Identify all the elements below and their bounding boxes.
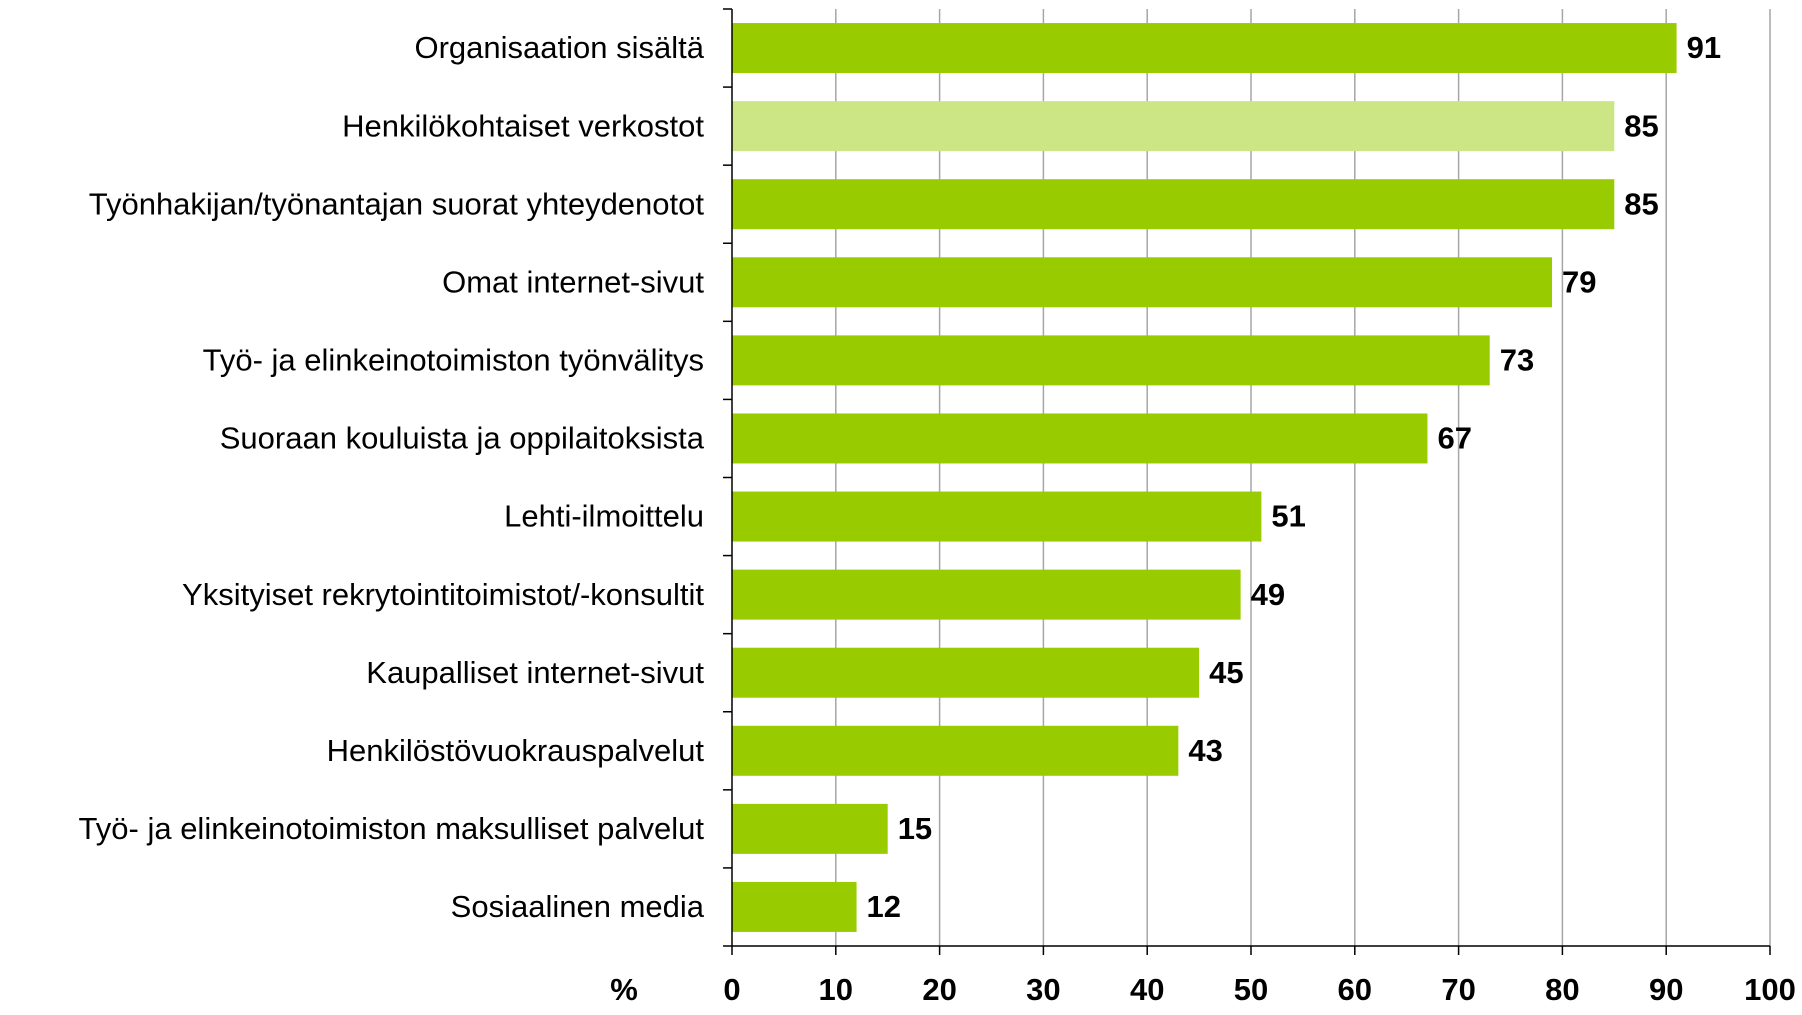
x-tick-label: 60	[1338, 972, 1372, 1007]
value-label: 91	[1687, 30, 1721, 65]
value-label: 85	[1624, 108, 1658, 143]
y-tick-label: Kaupalliset internet-sivut	[366, 655, 704, 690]
bar	[732, 257, 1553, 308]
x-tick-label: 80	[1545, 972, 1579, 1007]
value-label: 45	[1209, 655, 1243, 690]
value-label: 79	[1562, 264, 1596, 299]
bar	[732, 569, 1241, 620]
y-tick-label: Henkilöstövuokrauspalvelut	[327, 733, 705, 768]
value-label: 85	[1624, 186, 1658, 221]
x-tick-label: 10	[819, 972, 853, 1007]
value-label: 43	[1188, 733, 1222, 768]
value-label: 12	[867, 889, 901, 924]
y-tick-label: Henkilökohtaiset verkostot	[342, 108, 704, 143]
x-tick-label: 20	[922, 972, 956, 1007]
bar	[732, 725, 1179, 776]
y-tick-label: Yksityiset rekrytointitoimistot/-konsult…	[182, 577, 704, 612]
bar	[732, 881, 857, 932]
value-label: 49	[1251, 577, 1285, 612]
bar	[732, 335, 1490, 386]
bar	[732, 101, 1615, 152]
bar	[732, 491, 1262, 542]
bar	[732, 179, 1615, 230]
y-tick-label: Sosiaalinen media	[451, 889, 705, 924]
bar	[732, 803, 888, 854]
value-label: 51	[1271, 499, 1305, 534]
x-tick-label: 0	[723, 972, 740, 1007]
y-tick-label: Työ- ja elinkeinotoimiston työnvälitys	[203, 343, 704, 378]
y-tick-label: Työnhakijan/työnantajan suorat yhteydeno…	[89, 186, 705, 221]
y-tick-label: Työ- ja elinkeinotoimiston maksulliset p…	[79, 811, 705, 846]
value-label: 67	[1437, 421, 1471, 456]
y-tick-label: Omat internet-sivut	[442, 264, 704, 299]
x-tick-label: 30	[1026, 972, 1060, 1007]
bar	[732, 23, 1677, 74]
x-tick-label: 70	[1441, 972, 1475, 1007]
value-label: 15	[898, 811, 932, 846]
x-tick-label: 90	[1649, 972, 1683, 1007]
bar	[732, 647, 1200, 698]
x-tick-label: 40	[1130, 972, 1164, 1007]
bar	[732, 413, 1428, 464]
y-tick-label: Suoraan kouluista ja oppilaitoksista	[220, 421, 705, 456]
y-tick-label: Organisaation sisältä	[415, 30, 705, 65]
x-axis-label: %	[610, 972, 638, 1007]
value-label: 73	[1500, 343, 1534, 378]
y-tick-label: Lehti-ilmoittelu	[504, 499, 704, 534]
x-tick-label: 100	[1744, 972, 1796, 1007]
x-tick-label: 50	[1234, 972, 1268, 1007]
